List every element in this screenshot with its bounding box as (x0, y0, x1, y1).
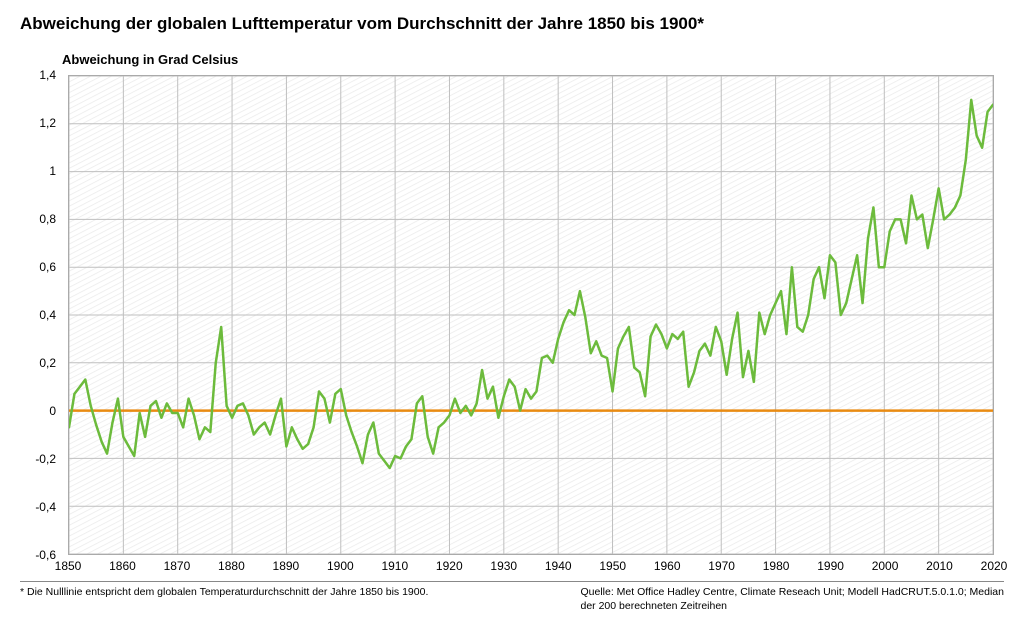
y-axis-label: Abweichung in Grad Celsius (62, 52, 1004, 67)
y-tick-label: 0,4 (39, 308, 56, 322)
x-tick-label: 1990 (817, 559, 844, 573)
x-tick-label: 1920 (436, 559, 463, 573)
y-tick-label: 1 (49, 164, 56, 178)
y-tick-label: -0,2 (35, 452, 56, 466)
x-tick-label: 1850 (55, 559, 82, 573)
x-tick-label: 1890 (273, 559, 300, 573)
x-tick-label: 1980 (763, 559, 790, 573)
chart-title: Abweichung der globalen Lufttemperatur v… (20, 14, 1004, 34)
x-tick-label: 1870 (164, 559, 191, 573)
source-citation: Quelle: Met Office Hadley Centre, Climat… (581, 586, 1005, 613)
x-axis-ticks: 1850186018701880189019001910192019301940… (68, 555, 994, 575)
chart-area: -0,6-0,4-0,200,20,40,60,811,21,4 1850186… (30, 75, 994, 575)
x-tick-label: 1950 (599, 559, 626, 573)
x-tick-label: 1880 (218, 559, 245, 573)
y-tick-label: 1,4 (39, 68, 56, 82)
y-tick-label: 0,8 (39, 212, 56, 226)
y-tick-label: 1,2 (39, 116, 56, 130)
x-tick-label: 1930 (490, 559, 517, 573)
y-tick-label: -0,6 (35, 548, 56, 562)
x-tick-label: 2020 (981, 559, 1008, 573)
x-tick-label: 1900 (327, 559, 354, 573)
chart-footer: * Die Nulllinie entspricht dem globalen … (20, 581, 1004, 613)
footnote: * Die Nulllinie entspricht dem globalen … (20, 586, 428, 613)
x-tick-label: 2010 (926, 559, 953, 573)
y-tick-label: 0,2 (39, 356, 56, 370)
y-tick-label: -0,4 (35, 500, 56, 514)
y-axis-ticks: -0,6-0,4-0,200,20,40,60,811,21,4 (20, 75, 62, 555)
y-tick-label: 0,6 (39, 260, 56, 274)
x-tick-label: 1910 (381, 559, 408, 573)
x-tick-label: 2000 (872, 559, 899, 573)
x-tick-label: 1960 (654, 559, 681, 573)
source-line-1: Quelle: Met Office Hadley Centre, Climat… (581, 586, 1005, 598)
plot-area (68, 75, 994, 555)
y-tick-label: 0 (49, 404, 56, 418)
source-line-2: der 200 berechneten Zeitreihen (581, 600, 728, 612)
x-tick-label: 1970 (708, 559, 735, 573)
x-tick-label: 1860 (109, 559, 136, 573)
x-tick-label: 1940 (545, 559, 572, 573)
plot-svg (69, 76, 993, 554)
